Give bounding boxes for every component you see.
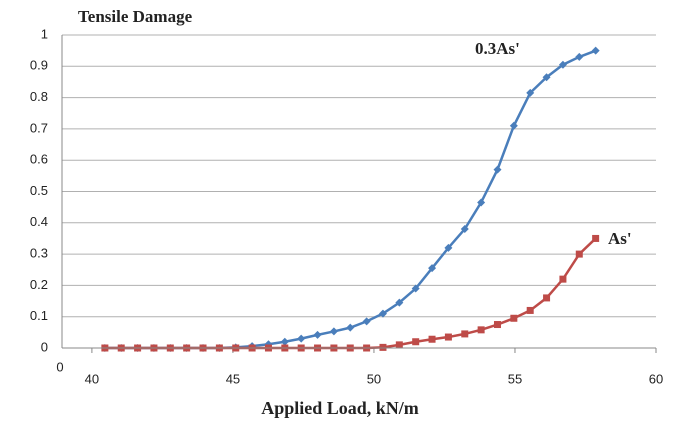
point	[559, 275, 567, 283]
series-label: As'	[608, 229, 632, 248]
y-tick-label: 0.3	[30, 246, 48, 261]
point	[378, 309, 387, 318]
point	[329, 327, 338, 336]
series-line	[104, 49, 597, 350]
point	[493, 165, 502, 174]
point	[477, 198, 486, 207]
point	[428, 264, 437, 273]
point	[542, 73, 551, 82]
point	[526, 88, 535, 97]
point	[509, 121, 518, 130]
point	[575, 52, 584, 61]
x-tick-label: 40	[85, 371, 99, 386]
y-tick-label: 0.4	[30, 214, 48, 229]
x-tick-label: 45	[226, 371, 240, 386]
point	[460, 225, 469, 234]
point	[461, 330, 469, 338]
point	[412, 338, 420, 346]
x-tick-label: 60	[649, 371, 663, 386]
point	[379, 343, 387, 351]
point	[558, 60, 567, 69]
point	[362, 317, 371, 326]
point	[444, 333, 452, 341]
point	[592, 234, 600, 242]
point	[395, 298, 404, 307]
point	[526, 306, 534, 314]
y-tick-label: 0.1	[30, 308, 48, 323]
point	[510, 314, 518, 322]
point	[411, 284, 420, 293]
point	[346, 323, 355, 332]
point	[444, 243, 453, 252]
y-tick-label: 0.8	[30, 89, 48, 104]
point	[543, 294, 551, 302]
point	[575, 250, 583, 258]
point	[280, 337, 289, 346]
y-tick-label: 0.2	[30, 277, 48, 292]
point	[477, 326, 485, 334]
point	[591, 46, 600, 55]
point	[313, 330, 322, 339]
point	[395, 341, 403, 349]
x-axis-label: Applied Load, kN/m	[261, 398, 419, 418]
x-tick-label: 50	[367, 371, 381, 386]
y-tick-label: 1	[41, 26, 48, 41]
y-tick-label: 0.6	[30, 152, 48, 167]
point	[493, 321, 501, 329]
point	[297, 334, 306, 343]
x-tick-label: 55	[508, 371, 522, 386]
point	[428, 335, 436, 343]
series-label: 0.3As'	[475, 39, 520, 58]
x-origin-label: 0	[56, 359, 63, 374]
chart-title: Tensile Damage	[78, 7, 193, 26]
y-tick-label: 0	[41, 339, 48, 354]
y-tick-label: 0.5	[30, 183, 48, 198]
y-tick-label: 0.9	[30, 58, 48, 73]
y-tick-label: 0.7	[30, 120, 48, 135]
